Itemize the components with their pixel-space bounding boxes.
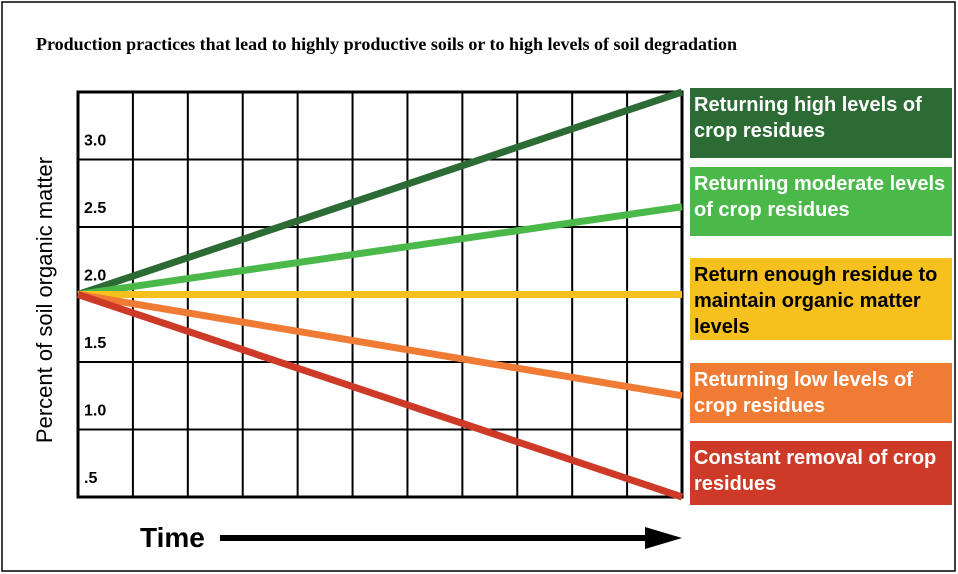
y-tick-label: 1.0: [84, 403, 106, 420]
legend-entry: Returning moderate levels of crop residu…: [690, 167, 952, 236]
x-axis-label: Time: [140, 522, 205, 553]
legend-entry: Returning low levels of crop residues: [690, 363, 952, 423]
series-line: [77, 291, 683, 400]
y-tick-label: 2.5: [84, 200, 106, 217]
legend-entry: Return enough residue to maintain organi…: [690, 258, 952, 340]
time-arrowhead: [645, 527, 682, 549]
series-line: [76, 88, 684, 298]
legend-entry: Returning high levels of crop residues: [690, 88, 952, 158]
y-tick-label: 1.5: [84, 335, 106, 352]
legend-entry: Constant removal of crop residues: [690, 441, 952, 505]
y-tick-label: .5: [84, 470, 97, 487]
chart-title: Production practices that lead to highly…: [36, 34, 737, 54]
series-line: [76, 291, 684, 501]
y-tick-label: 2.0: [84, 268, 106, 285]
y-tick-label: 3.0: [84, 133, 106, 150]
y-axis-label: Percent of soil organic matter: [32, 157, 57, 443]
series-line: [77, 203, 683, 298]
